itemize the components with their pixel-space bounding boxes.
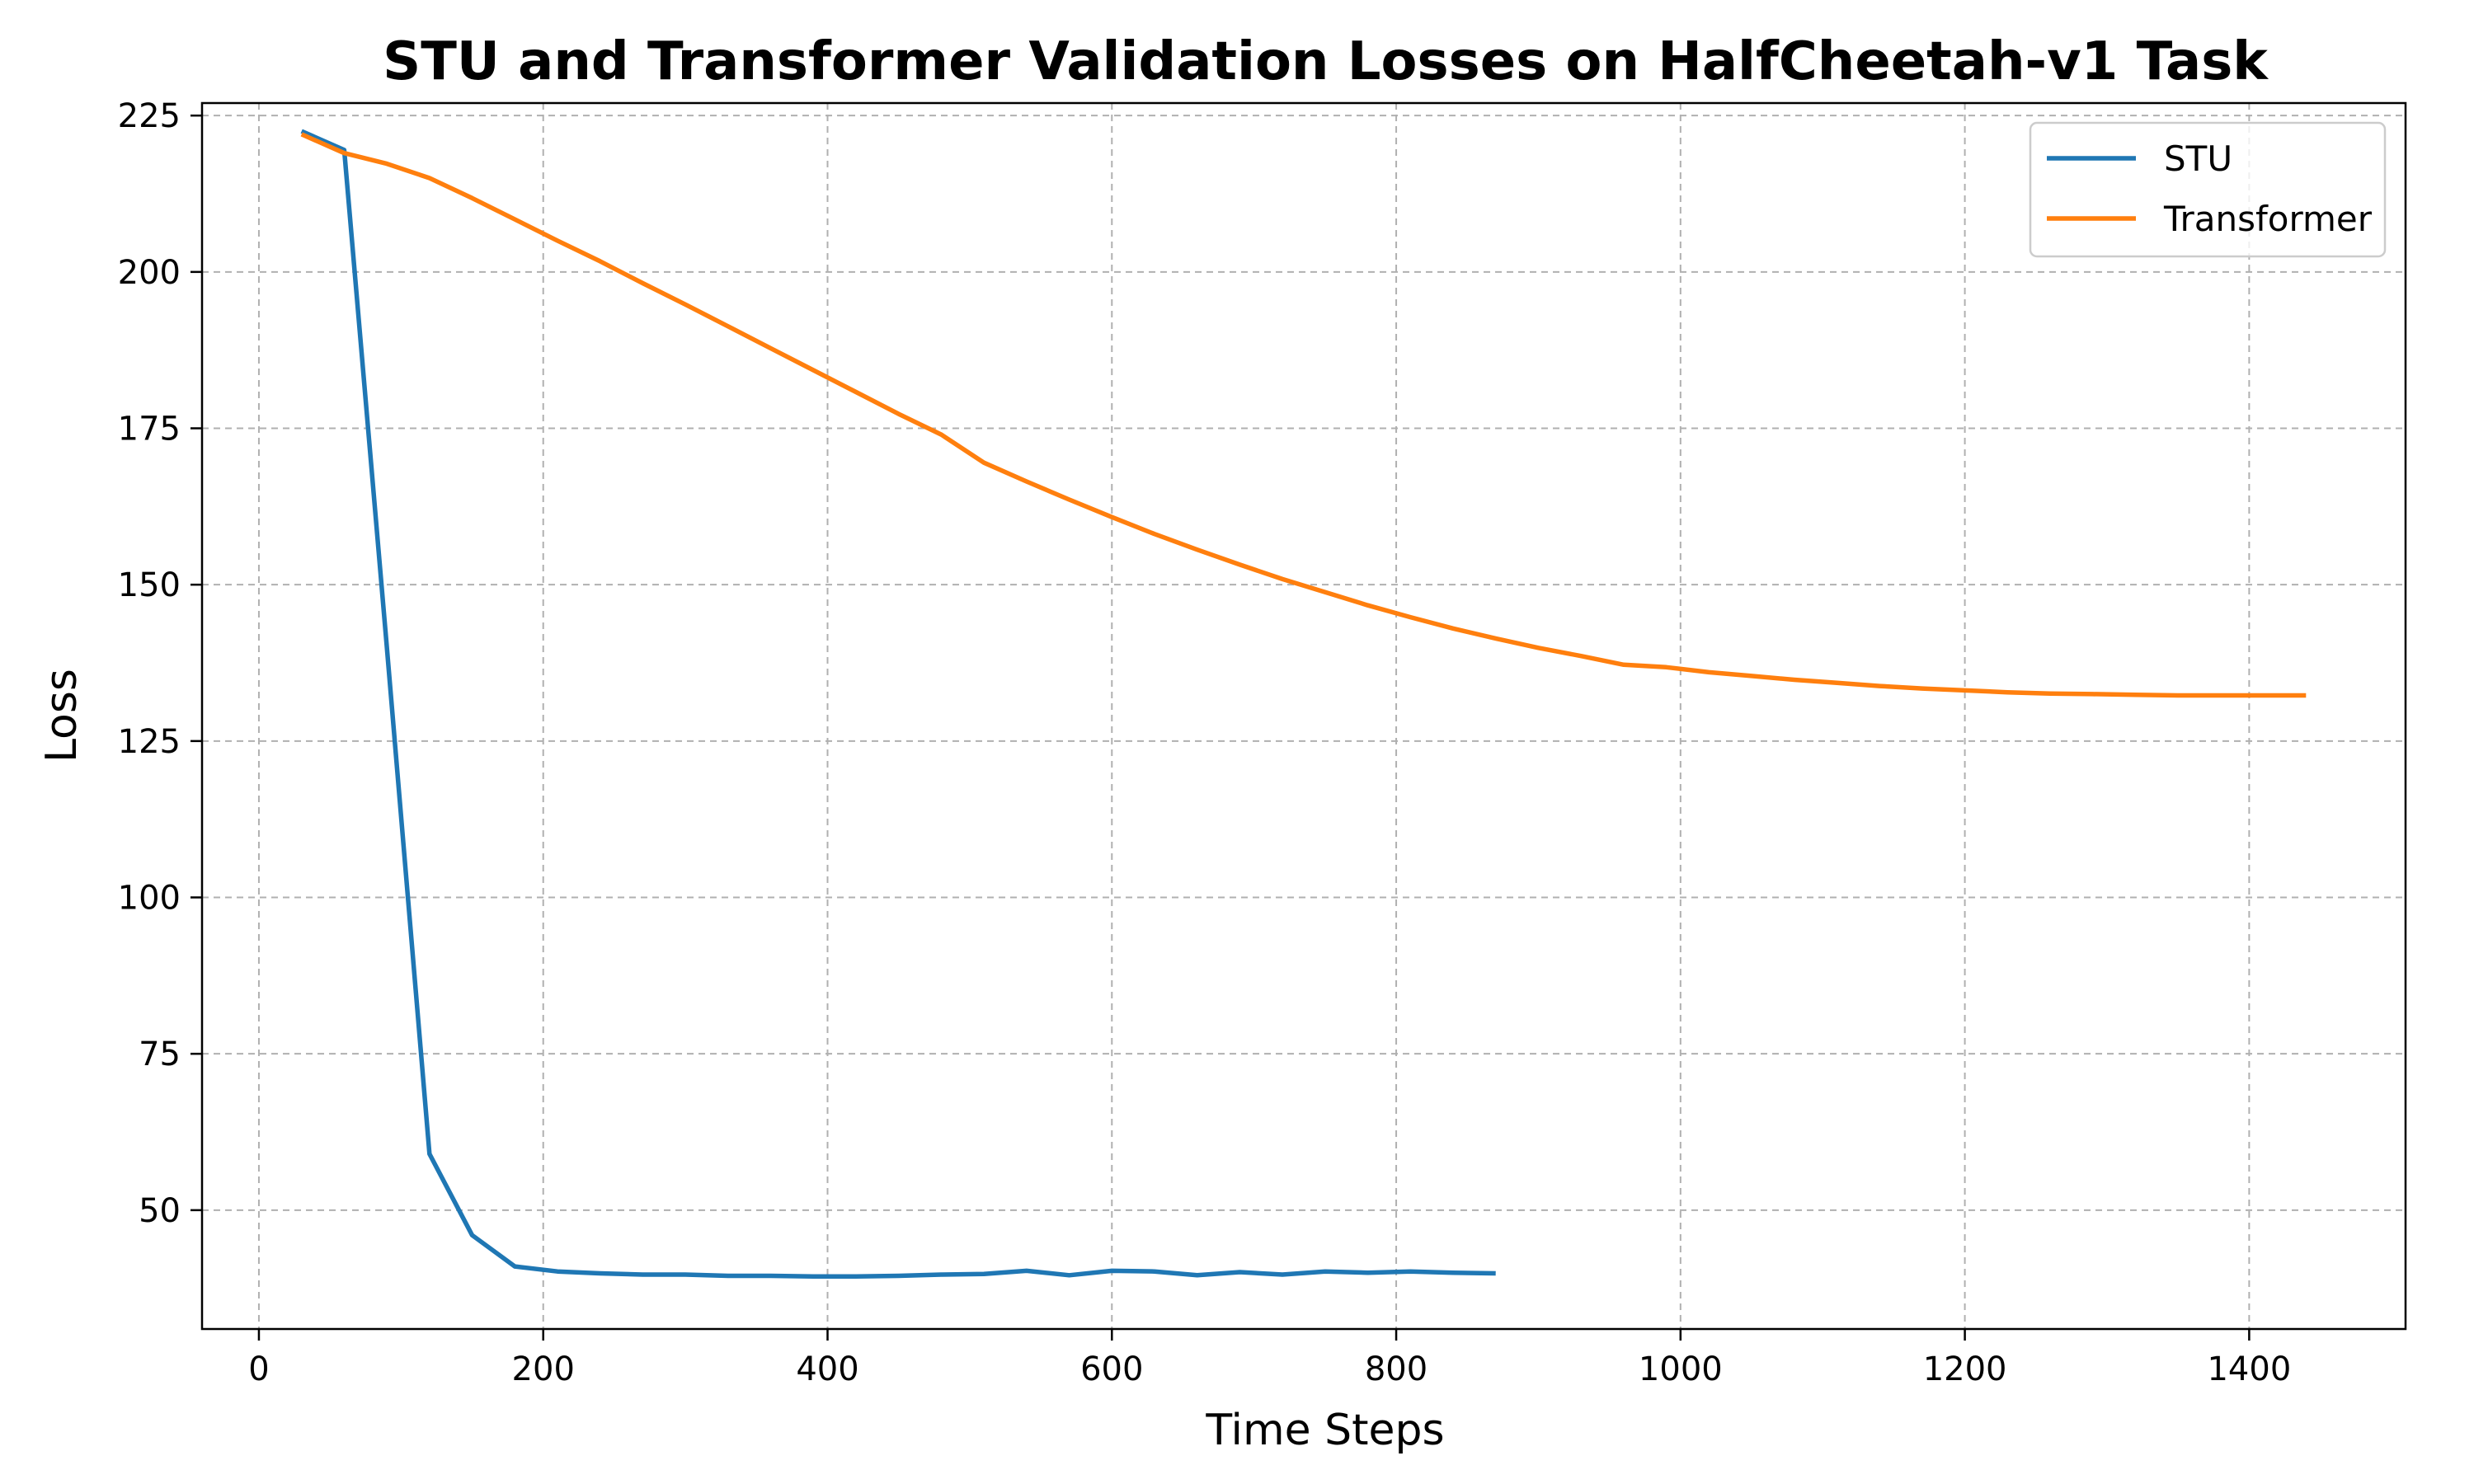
series-line-transformer	[300, 132, 2307, 698]
x-tick-label: 1200	[1923, 1350, 2007, 1388]
y-tick-label: 225	[118, 97, 181, 135]
y-tick-label: 50	[139, 1192, 181, 1230]
y-tick-label: 100	[118, 880, 181, 918]
legend-label-transformer: Transformer	[2163, 199, 2373, 239]
chart-title: STU and Transformer Validation Losses on…	[383, 31, 2269, 92]
x-tick-label: 0	[248, 1350, 269, 1388]
y-axis-ticks: 50 75 100 125 150 175 200 225	[118, 97, 202, 1230]
y-axis-label: Loss	[37, 669, 87, 763]
x-tick-label: 200	[512, 1350, 575, 1388]
x-axis-label: Time Steps	[1205, 1406, 1444, 1455]
y-tick-label: 175	[118, 411, 181, 448]
x-axis-ticks: 0 200 400 600 800 1000 1200 1400	[248, 1329, 2291, 1388]
x-tick-label: 800	[1365, 1350, 1427, 1388]
x-tick-label: 400	[796, 1350, 858, 1388]
y-tick-label: 200	[118, 254, 181, 292]
x-tick-label: 600	[1080, 1350, 1143, 1388]
legend: STU Transformer	[2029, 121, 2387, 258]
x-tick-label: 1400	[2207, 1350, 2291, 1388]
plot-frame	[200, 101, 2407, 1331]
series-line-stu	[300, 129, 1496, 1280]
y-tick-label: 125	[118, 723, 181, 761]
grid-lines	[202, 103, 2406, 1329]
y-tick-label: 75	[139, 1036, 181, 1073]
series-lines	[300, 129, 2307, 1280]
legend-label-stu: STU	[2164, 139, 2232, 179]
x-tick-label: 1000	[1639, 1350, 1723, 1388]
y-tick-label: 150	[118, 566, 181, 604]
